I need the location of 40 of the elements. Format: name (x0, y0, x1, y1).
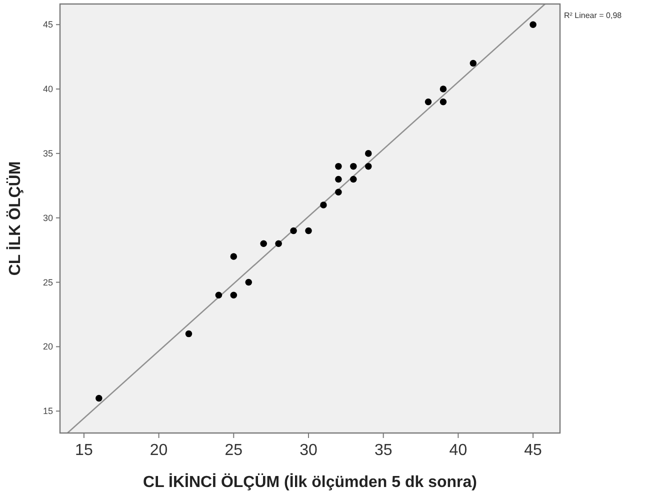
point (96, 394, 102, 402)
text: R² Linear = 0,98 (564, 11, 622, 20)
point (305, 227, 312, 234)
x-axis-title: CL İKİNCİ ÖLÇÜM (İlk ölçümden 5 dk sonra) (143, 473, 477, 491)
x-tick-label: 30 (300, 442, 318, 459)
y-tick-label: 45 (42, 20, 53, 30)
point (185, 330, 192, 338)
point (335, 176, 342, 183)
x-tick-label: 20 (150, 442, 168, 459)
x-tick-label: 15 (75, 442, 93, 459)
y-tick-label: 30 (42, 212, 53, 223)
x-tick-label: 45 (524, 442, 542, 459)
point (350, 176, 357, 183)
point (260, 240, 267, 247)
y-tick-label: 35 (42, 148, 53, 158)
point (470, 60, 477, 67)
point (245, 278, 252, 286)
point (335, 162, 342, 170)
point (230, 292, 238, 299)
x-tick-label: 40 (449, 442, 468, 459)
y-tick-label: 25 (42, 277, 53, 288)
y-tick-label: 40 (42, 84, 53, 94)
x-tick-label: 35 (374, 442, 392, 459)
point (230, 253, 238, 260)
y-tick-label: 15 (42, 406, 53, 416)
point (290, 227, 297, 234)
point (365, 162, 372, 170)
point (424, 98, 432, 106)
point (365, 150, 372, 157)
point (440, 98, 447, 106)
y-tick-label: 20 (42, 342, 53, 352)
point (320, 202, 327, 208)
point (440, 86, 447, 92)
point (335, 188, 342, 196)
point (215, 292, 222, 299)
point (350, 162, 357, 170)
x-tick-label: 25 (224, 442, 243, 459)
point (275, 240, 282, 247)
point (530, 21, 536, 28)
y-axis-title: CL İLK ÖLÇÜM (6, 161, 24, 276)
